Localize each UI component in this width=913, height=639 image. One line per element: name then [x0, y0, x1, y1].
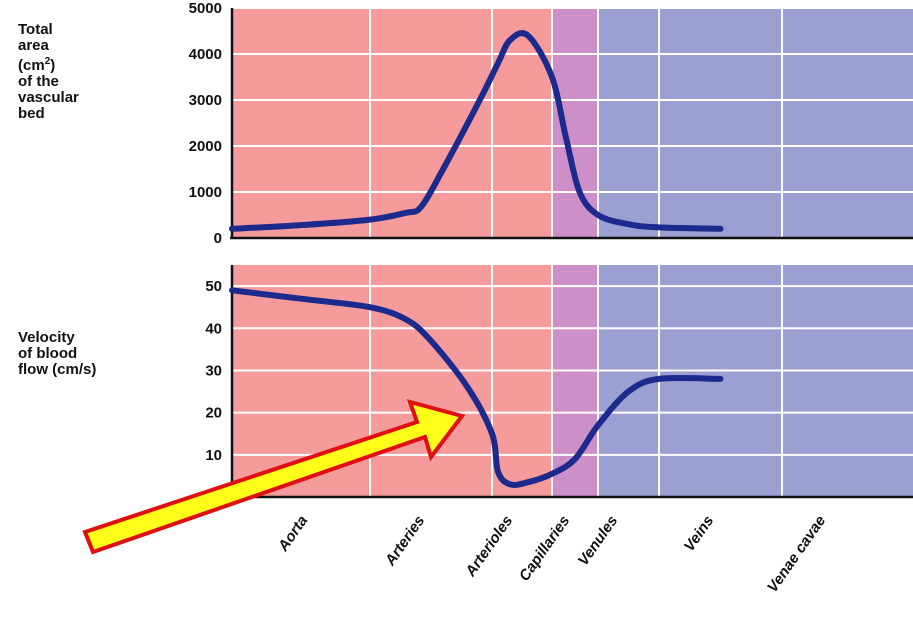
top-y-label-line: area — [18, 37, 49, 54]
category-label: Arteries — [381, 513, 428, 570]
region-band — [232, 8, 370, 238]
annotation-arrow — [82, 399, 466, 555]
top-y-axis-label: Total area (cm2) of the vascular bed — [18, 22, 79, 122]
top-y-label-part: (cm — [18, 57, 45, 74]
category-label: Arterioles — [462, 513, 517, 581]
bottom-y-axis-label: Velocity of blood flow (cm/s) — [18, 330, 96, 378]
category-label: Capillaries — [516, 513, 573, 585]
y-tick-label: 3000 — [189, 92, 222, 109]
velocity-panel: 10 20 30 40 50 — [205, 265, 913, 499]
region-band — [492, 8, 552, 238]
y-tick-label: 4000 — [189, 46, 222, 63]
region-band — [659, 8, 782, 238]
region-band — [552, 8, 598, 238]
y-tick-label: 2000 — [189, 138, 222, 155]
y-tick-label: 5000 — [189, 0, 222, 17]
bottom-y-label-line: flow (cm/s) — [18, 361, 97, 378]
top-y-label-superscript: 2 — [44, 56, 51, 67]
region-band — [370, 8, 492, 238]
bottom-y-label-line: Velocity — [18, 329, 75, 346]
y-tick-label: 0 — [214, 230, 222, 247]
y-tick-label: 10 — [205, 447, 222, 464]
region-band — [782, 8, 913, 238]
area-panel: 0 1000 2000 3000 4000 5000 — [189, 0, 913, 247]
region-band — [370, 265, 492, 497]
y-tick-label: 50 — [205, 278, 222, 295]
top-y-label-line: of the — [18, 73, 59, 90]
y-tick-label: 40 — [205, 320, 222, 337]
data-line — [229, 287, 724, 488]
region-band — [782, 265, 913, 497]
y-tick-label: 20 — [205, 405, 222, 422]
category-label: Veins — [681, 513, 718, 555]
region-band — [598, 8, 659, 238]
top-y-label-line: (cm2) — [18, 54, 79, 74]
bottom-y-label-line: of blood — [18, 345, 78, 362]
top-y-label-part: ) — [50, 57, 56, 74]
top-y-label-line: bed — [18, 105, 45, 122]
data-line — [229, 30, 724, 232]
y-tick-label: 1000 — [189, 184, 222, 201]
top-y-label-line: vascular — [18, 89, 79, 106]
region-band — [492, 265, 552, 497]
category-label: Aorta — [274, 513, 311, 556]
y-tick-label: 30 — [205, 362, 222, 379]
category-label: Venules — [575, 513, 622, 569]
category-label: Venae cavae — [764, 513, 829, 596]
top-y-label-line: Total — [18, 21, 53, 38]
